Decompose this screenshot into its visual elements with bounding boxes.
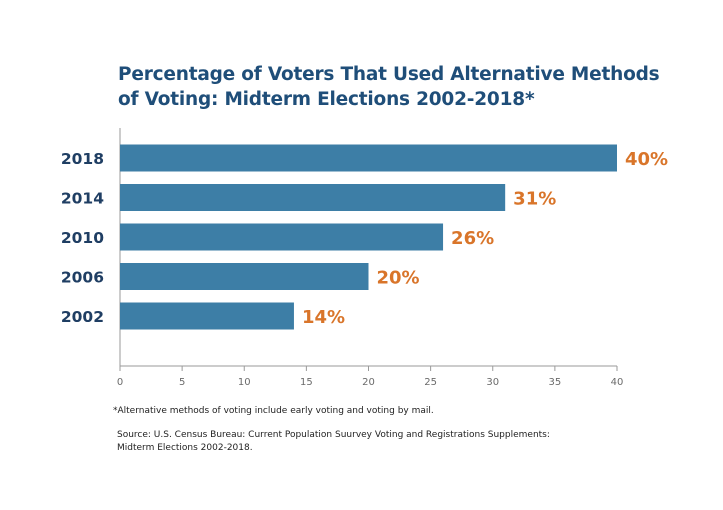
bar <box>120 263 369 290</box>
x-tick-label: 30 <box>486 377 499 388</box>
data-label: 31% <box>513 189 556 210</box>
category-label: 2010 <box>61 229 104 247</box>
category-label: 2014 <box>61 190 104 208</box>
x-tick-label: 25 <box>424 377 437 388</box>
bar <box>120 302 294 330</box>
x-tick-label: 10 <box>238 377 251 388</box>
x-tick-label: 20 <box>362 377 375 388</box>
x-tick-label: 15 <box>300 377 313 388</box>
bar <box>120 184 506 211</box>
source-line-1: Source: U.S. Census Bureau: Current Popu… <box>117 430 550 440</box>
bar <box>120 223 444 251</box>
source-note: Source: U.S. Census Bureau: Current Popu… <box>117 429 550 455</box>
data-label: 20% <box>377 268 420 289</box>
chart-title: Percentage of Voters That Used Alternati… <box>118 62 678 112</box>
category-label: 2006 <box>61 269 104 287</box>
x-tick-label: 40 <box>611 377 624 388</box>
x-tick-label: 5 <box>179 377 185 388</box>
source-line-2: Midterm Elections 2002-2018. <box>117 443 253 453</box>
data-label: 26% <box>451 228 494 249</box>
data-label: 40% <box>625 149 668 170</box>
bar-chart: 0 5 10 15 20 25 30 35 40 2018 40% 2014 31% 2010 26% 200… <box>61 128 668 388</box>
chart-title-line-1: Percentage of Voters That Used Alternati… <box>118 64 660 85</box>
bar <box>120 144 617 172</box>
footnote: *Alternative methods of voting include e… <box>113 406 434 416</box>
x-tick-label: 0 <box>117 377 123 388</box>
category-label: 2002 <box>61 308 104 326</box>
x-tick-label: 35 <box>549 377 562 388</box>
category-label: 2018 <box>61 150 104 168</box>
data-label: 14% <box>302 307 345 328</box>
chart-title-line-2: of Voting: Midterm Elections 2002-2018* <box>118 89 535 110</box>
